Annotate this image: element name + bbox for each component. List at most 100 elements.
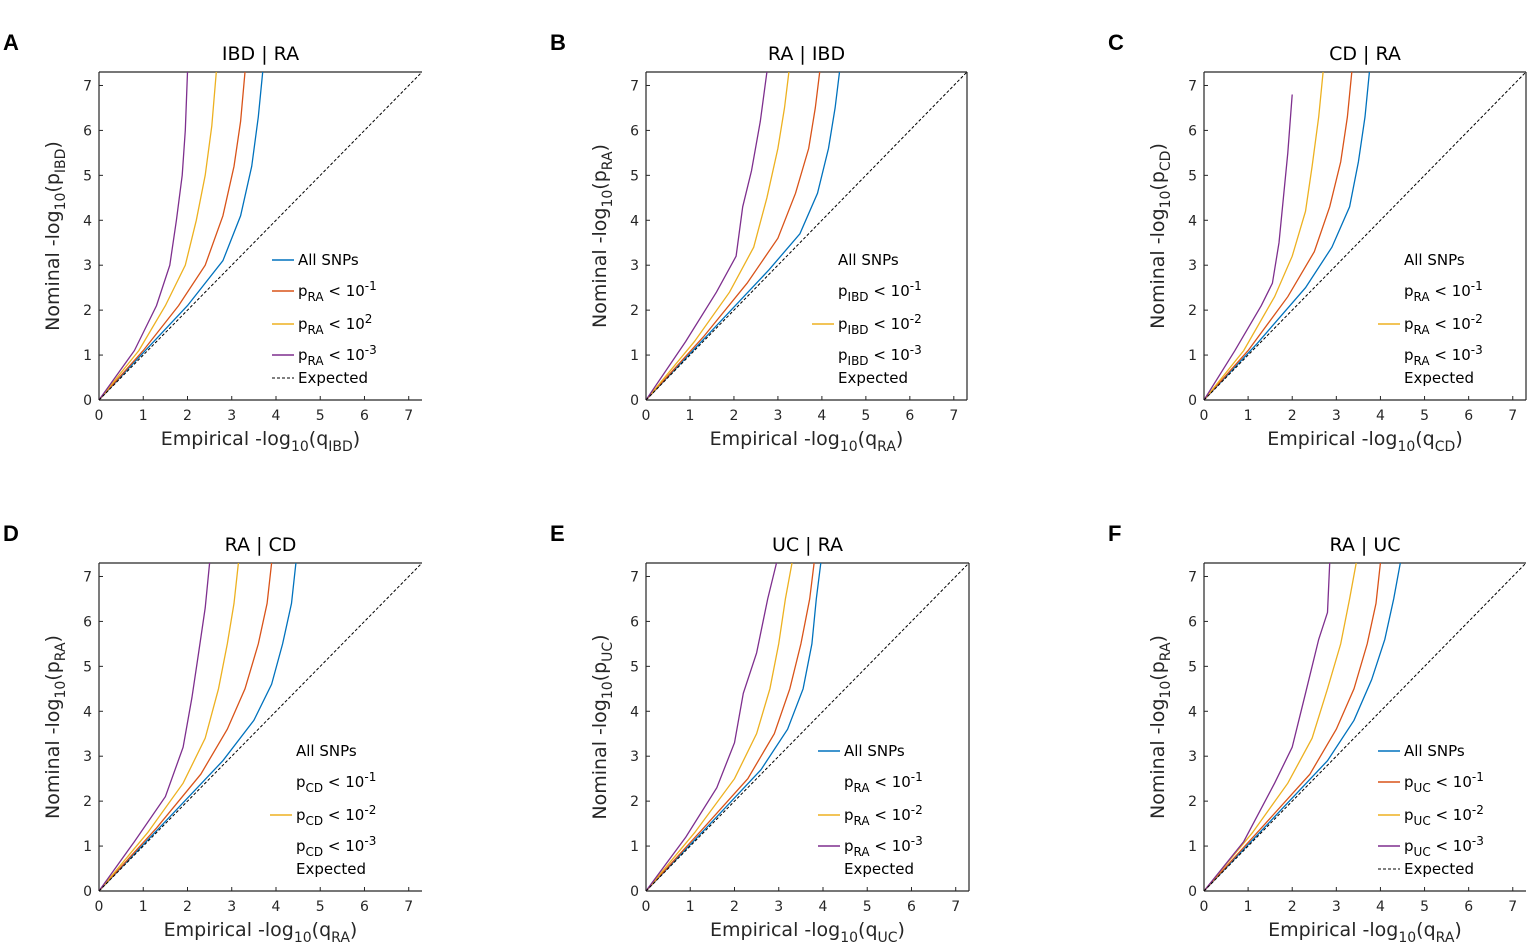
x-tick-label: 0 <box>642 408 651 424</box>
legend-entry-all: All SNPs <box>844 742 905 760</box>
legend-entry-expected: Expected <box>838 369 908 387</box>
x-tick-label: 1 <box>139 899 148 915</box>
x-tick-label: 6 <box>905 408 914 424</box>
y-axis-label: Nominal -log10(pCD) <box>1147 143 1174 329</box>
y-tick-label: 5 <box>83 659 92 675</box>
legend-entry-c2: pRA < 102 <box>298 312 372 337</box>
y-tick-label: 1 <box>83 839 92 855</box>
y-tick-label: 4 <box>83 704 92 720</box>
x-tick-label: 4 <box>819 899 828 915</box>
legend-entry-all: All SNPs <box>1404 742 1465 760</box>
panel-letter: A <box>3 30 19 55</box>
panel-title: RA | IBD <box>768 43 845 65</box>
y-tick-label: 6 <box>83 614 92 630</box>
x-tick-label: 1 <box>686 408 695 424</box>
y-tick-label: 2 <box>1188 303 1197 319</box>
y-tick-label: 3 <box>630 749 639 765</box>
y-tick-label: 3 <box>83 749 92 765</box>
panel-a: A IBD | RA 0 1 2 3 4 5 6 7 0 1 2 3 4 5 6 7 Empirical -log1… <box>3 30 422 455</box>
series-line-all <box>99 563 297 891</box>
legend-entry-c1: pUC < 10-1 <box>1404 770 1484 795</box>
legend: All SNPs pIBD < 10-1 pIBD < 10-2 pIBD < 10-… <box>812 251 922 387</box>
y-tick-label: 0 <box>83 884 92 900</box>
x-tick-label: 7 <box>1508 899 1517 915</box>
panel-title: IBD | RA <box>222 43 299 65</box>
x-tick-label: 0 <box>1200 899 1209 915</box>
series-line-c1 <box>646 72 821 400</box>
axes <box>1203 71 1527 401</box>
y-axis-label: Nominal -log10(pRA) <box>589 144 616 328</box>
x-tick-label: 7 <box>404 899 413 915</box>
y-axis-label: Nominal -log10(pIBD) <box>42 141 69 331</box>
series-line-all <box>646 563 822 891</box>
legend-entry-expected: Expected <box>844 860 914 878</box>
legend: All SNPs pCD < 10-1 pCD < 10-2 pCD < 10-3Ex… <box>270 742 376 878</box>
series-group <box>99 72 422 400</box>
x-tick-label: 5 <box>1420 899 1429 915</box>
x-tick-label: 4 <box>272 899 281 915</box>
panel-title: RA | UC <box>1329 534 1400 556</box>
x-tick-label: 1 <box>1244 408 1253 424</box>
legend-entry-all: All SNPs <box>296 742 357 760</box>
y-tick-label: 2 <box>630 303 639 319</box>
series-line-c1 <box>1204 563 1382 891</box>
y-tick-label: 4 <box>630 704 639 720</box>
axes <box>98 562 422 892</box>
x-axis-label: Empirical -log10(qCD) <box>1267 428 1462 455</box>
series-line-c3 <box>646 563 778 891</box>
x-tick-label: 3 <box>774 899 783 915</box>
y-tick-label: 6 <box>1188 614 1197 630</box>
x-tick-label: 2 <box>730 899 739 915</box>
x-tick-label: 6 <box>1464 899 1473 915</box>
panel-letter: D <box>3 521 19 546</box>
series-group <box>99 563 422 891</box>
x-tick-label: 1 <box>686 899 695 915</box>
series-group <box>1204 72 1526 400</box>
y-tick-label: 7 <box>630 78 639 94</box>
series-line-expected <box>99 563 422 891</box>
series-line-expected <box>99 72 422 400</box>
x-tick-label: 5 <box>316 408 325 424</box>
x-tick-label: 3 <box>227 899 236 915</box>
y-tick-label: 5 <box>1188 168 1197 184</box>
x-tick-label: 3 <box>1332 899 1341 915</box>
x-tick-label: 0 <box>95 899 104 915</box>
series-line-c1 <box>99 563 273 891</box>
y-tick-label: 4 <box>630 213 639 229</box>
x-tick-label: 7 <box>404 408 413 424</box>
legend-entry-c2: pIBD < 10-2 <box>838 312 922 337</box>
y-tick-label: 7 <box>83 569 92 585</box>
legend-entry-c1: pRA < 10-1 <box>844 770 923 795</box>
series-line-c1 <box>99 72 246 400</box>
x-tick-label: 6 <box>360 408 369 424</box>
y-tick-label: 4 <box>1188 704 1197 720</box>
y-axis-label: Nominal -log10(pUC) <box>589 634 616 819</box>
x-tick-label: 4 <box>1376 408 1385 424</box>
y-tick-label: 0 <box>1188 884 1197 900</box>
y-tick-label: 7 <box>1188 78 1197 94</box>
x-tick-label: 3 <box>773 408 782 424</box>
legend-entry-c3: pRA < 10-3 <box>1404 343 1483 368</box>
legend-entry-c1: pCD < 10-1 <box>296 770 376 795</box>
legend: All SNPs pRA < 10-1 pRA < 10-2 pRA < 10-3Ex… <box>818 742 923 878</box>
x-tick-label: 0 <box>642 899 651 915</box>
y-tick-label: 1 <box>630 348 639 364</box>
y-tick-label: 3 <box>1188 258 1197 274</box>
legend-entry-expected: Expected <box>1404 860 1474 878</box>
legend: All SNPs pUC < 10-1 pUC < 10-2 pUC < 10-3Ex… <box>1378 742 1484 878</box>
legend-entry-all: All SNPs <box>1404 251 1465 269</box>
series-line-all <box>99 72 264 400</box>
series-line-all <box>1204 563 1401 891</box>
x-tick-label: 4 <box>817 408 826 424</box>
panel-letter: B <box>550 30 566 55</box>
y-tick-label: 6 <box>1188 123 1197 139</box>
y-tick-label: 6 <box>83 123 92 139</box>
y-tick-label: 6 <box>630 123 639 139</box>
x-axis-label: Empirical -log10(qRA) <box>1268 919 1462 946</box>
legend-entry-c1: pRA < 10-1 <box>298 279 377 304</box>
panel-c: C CD | RA 0 1 2 3 4 5 6 7 0 1 2 3 4 5 6 7 Empirical -log10… <box>1108 30 1527 455</box>
series-line-c3 <box>99 72 189 400</box>
x-tick-label: 1 <box>1244 899 1253 915</box>
x-tick-label: 0 <box>1200 408 1209 424</box>
series-line-c2 <box>99 563 240 891</box>
